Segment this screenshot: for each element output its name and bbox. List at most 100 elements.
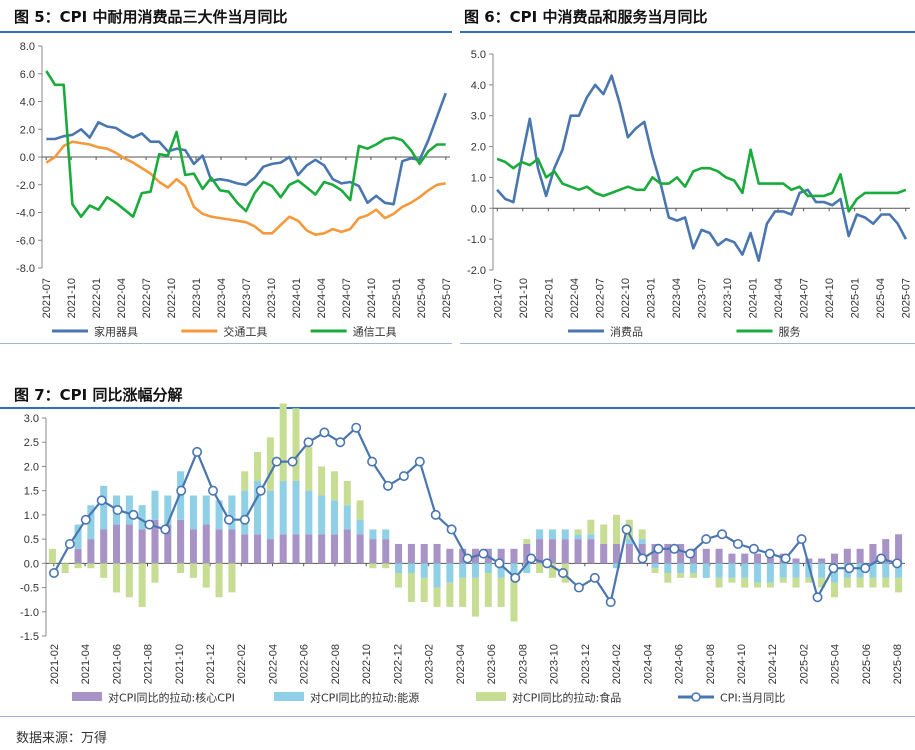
fig7-bar	[407, 543, 415, 564]
fig7-x-tick-label: 2024-12	[767, 644, 779, 684]
fig7-bar	[536, 539, 544, 564]
fig7-bar	[74, 563, 82, 569]
fig7-bar	[446, 563, 454, 583]
fig6-x-tick-label: 2022-07	[594, 278, 606, 318]
fig7-bar	[830, 582, 839, 598]
fig7-series-point	[860, 563, 871, 574]
fig7-y-tick-label: -1.0	[20, 607, 39, 619]
fig7-bar	[266, 437, 274, 491]
fig7-bar	[305, 447, 313, 491]
fig7-x-tick-label: 2024-02	[611, 644, 623, 684]
fig7-bar	[600, 543, 608, 564]
fig5-y-tick-label: -6.0	[16, 235, 35, 247]
fig7-y-tick-label: 0.0	[24, 558, 39, 570]
fig7-bar	[151, 490, 159, 520]
fig7-bar	[651, 563, 659, 569]
fig7-bar	[497, 548, 505, 564]
fig7-legend-label: 对CPI同比的拉动:食品	[512, 691, 621, 705]
fig7-bar	[869, 543, 877, 564]
fig7-bar	[856, 577, 864, 588]
fig7-bar	[548, 539, 556, 564]
fig5-y-tick-label: 2.0	[20, 124, 35, 136]
fig7-bar	[536, 563, 544, 574]
fig7-bar	[689, 573, 697, 578]
fig7-bar	[433, 587, 441, 607]
fig7-legend-label: 对CPI同比的拉动:核心CPI	[108, 691, 235, 705]
fig7-bar	[638, 529, 646, 540]
fig7-bar	[651, 568, 659, 574]
fig7-bar	[895, 563, 903, 578]
fig7-bar	[189, 495, 197, 530]
fig7-bar	[484, 573, 492, 607]
fig5-legend-label: 家用器具	[94, 325, 138, 339]
fig7-bar	[702, 563, 710, 578]
fig7-bar	[689, 563, 697, 574]
fig7-bar	[420, 543, 428, 564]
fig7-series-point	[732, 538, 743, 549]
fig7-bar	[254, 451, 262, 481]
fig6-title: 图 6：CPI 中消费品和服务当月同比	[464, 8, 708, 26]
fig7-series-point	[112, 505, 123, 516]
fig7-series-point	[717, 529, 728, 540]
fig7-bar	[138, 563, 146, 607]
fig7-bar	[356, 500, 364, 520]
fig7-x-tick-label: 2023-12	[580, 644, 592, 684]
fig7-legend-label: CPI:当月同比	[720, 691, 785, 705]
fig7-bar	[407, 563, 415, 574]
fig7-series-point	[669, 543, 680, 554]
fig6-y-tick-label: 0.0	[471, 203, 486, 215]
fig7-bar	[613, 514, 621, 544]
fig7-series-point	[303, 437, 314, 448]
fig7-bar	[792, 563, 800, 578]
fig7-series-point	[876, 553, 887, 564]
fig5-title: 图 5：CPI 中耐用消费品三大件当月同比	[14, 8, 288, 26]
fig6-y-tick-label: 2.0	[471, 142, 486, 154]
fig7-y-tick-label: 1.5	[24, 486, 39, 498]
fig7-bar	[715, 548, 723, 564]
fig7-legend-label: 对CPI同比的拉动:能源	[310, 691, 419, 705]
fig7-bar	[164, 524, 172, 564]
fig7-bar	[805, 563, 813, 578]
fig7-bar	[497, 563, 505, 578]
fig7-series-point	[748, 543, 759, 554]
fig7-y-tick-label: 1.0	[24, 510, 39, 522]
fig7-series-point	[892, 558, 903, 569]
fig7-series-point	[446, 524, 457, 535]
fig7-x-tick-label: 2024-04	[642, 644, 654, 684]
fig7-bar	[215, 500, 223, 530]
fig7-bar	[600, 524, 608, 544]
fig7-bar	[151, 519, 159, 564]
fig7-bar	[856, 563, 864, 578]
fig5-x-tick-label: 2023-01	[191, 278, 203, 318]
fig7-bar	[741, 577, 749, 588]
fig7-series-point	[96, 495, 107, 506]
fig7-series-point	[335, 437, 346, 448]
fig7-x-tick-label: 2022-06	[299, 644, 311, 684]
fig7-bar	[843, 577, 851, 588]
fig7-bar	[638, 539, 646, 544]
fig7-series-point	[494, 558, 505, 569]
fig7-bar	[369, 563, 377, 569]
fig7-bar	[74, 524, 82, 549]
fig5-y-tick-label: 8.0	[20, 41, 35, 53]
fig7-bar	[792, 577, 800, 588]
fig7-bar	[677, 573, 685, 578]
fig6-y-tick-label: 3.0	[471, 111, 486, 123]
fig6-x-tick-label: 2024-10	[824, 278, 836, 318]
fig7-series-point	[398, 471, 409, 482]
fig7-bar	[112, 563, 121, 593]
fig7-series-point	[383, 480, 394, 491]
fig7-bar	[356, 519, 364, 535]
fig7-bar	[741, 553, 749, 564]
fig7-x-tick-label: 2024-10	[736, 644, 748, 684]
fig7-bar	[664, 573, 672, 583]
fig7-bar	[433, 543, 441, 564]
fig7-series-point	[414, 456, 425, 467]
fig7-bar	[100, 485, 108, 530]
fig7-bar	[587, 519, 595, 535]
fig7-bar	[292, 480, 300, 535]
fig5-x-tick-label: 2023-07	[241, 278, 253, 318]
fig7-bar	[728, 563, 736, 578]
fig7-x-tick-label: 2021-10	[174, 644, 186, 684]
fig7-x-tick-label: 2025-08	[892, 644, 904, 684]
